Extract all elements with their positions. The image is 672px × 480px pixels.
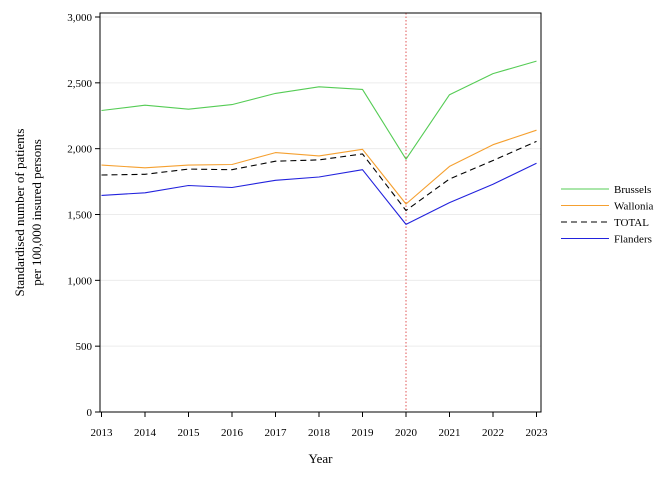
y-axis-title-line-1: Standardised number of patients xyxy=(12,129,27,297)
series-line-brussels xyxy=(101,60,537,160)
x-axis-title: Year xyxy=(309,451,334,466)
x-tick-label: 2022 xyxy=(482,427,504,439)
y-tick-label: 2,500 xyxy=(67,78,92,90)
y-tick-label: 2,000 xyxy=(67,144,92,156)
x-tick-label: 2021 xyxy=(439,427,461,439)
legend-label: Wallonia xyxy=(614,201,654,213)
x-tick-label: 2015 xyxy=(178,427,201,439)
series-line-wallonia xyxy=(101,129,537,205)
x-tick-label: 2018 xyxy=(308,427,331,439)
y-tick-label: 1,000 xyxy=(67,275,92,287)
x-tick-label: 2020 xyxy=(395,427,418,439)
series-line-total xyxy=(101,140,537,212)
y-tick-label: 3,000 xyxy=(67,12,92,24)
legend-label: Flanders xyxy=(614,234,652,246)
legend: Brussels Wallonia TOTAL Flanders xyxy=(561,184,654,246)
x-tick-label: 2019 xyxy=(352,427,375,439)
y-tick-label: 0 xyxy=(87,407,93,419)
series-line-flanders xyxy=(101,162,537,225)
x-tick-label: 2017 xyxy=(265,427,288,439)
y-axis-title-line-2: per 100,000 insured persons xyxy=(29,139,44,286)
x-tick-label: 2023 xyxy=(526,427,549,439)
plot-frame xyxy=(99,12,542,413)
series-group xyxy=(101,60,537,225)
legend-label: TOTAL xyxy=(614,217,649,229)
x-tick-label: 2014 xyxy=(134,427,157,439)
x-tick-label: 2016 xyxy=(221,427,244,439)
y-axis-ticks: 0 500 1,000 1,500 2,000 2,500 3,000 xyxy=(67,12,100,419)
x-tick-label: 2013 xyxy=(91,427,114,439)
grid xyxy=(100,16,541,347)
x-axis-ticks: 2013 2014 2015 2016 2017 2018 2019 2020 2021 2022… xyxy=(91,412,549,439)
y-tick-label: 500 xyxy=(76,341,93,353)
y-tick-label: 1,500 xyxy=(67,210,92,222)
legend-label: Brussels xyxy=(614,184,651,196)
